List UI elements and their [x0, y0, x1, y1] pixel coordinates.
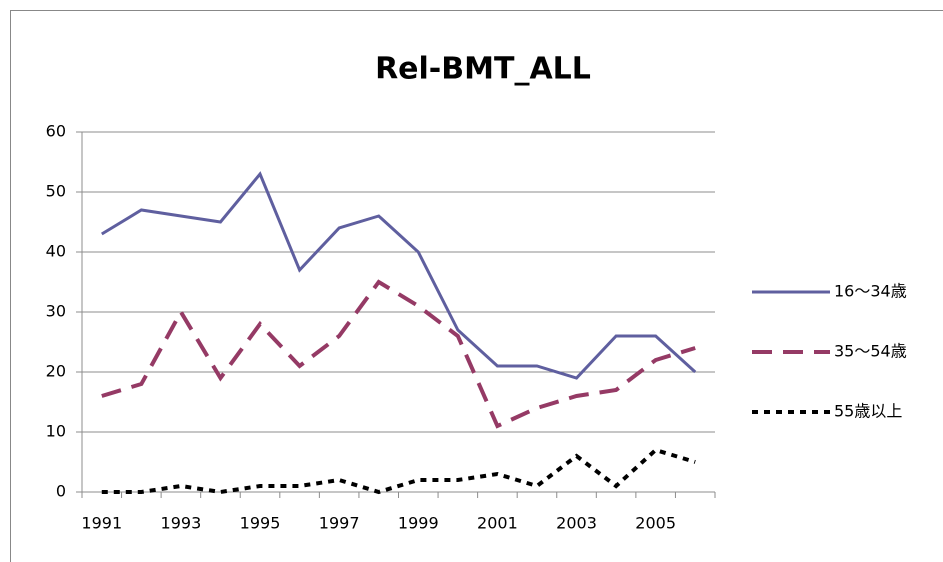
- series-line: [101, 447, 696, 495]
- legend-label: 35〜54歳: [834, 342, 907, 361]
- chart-frame: [10, 10, 943, 562]
- y-tick-label: 60: [46, 122, 66, 141]
- y-tick-label: 20: [46, 362, 66, 381]
- y-tick-label: 30: [46, 302, 66, 321]
- chart-title: Rel-BMT_ALL: [375, 52, 591, 87]
- x-tick-label: 1995: [240, 514, 281, 533]
- x-tick-label: 2005: [635, 514, 676, 533]
- x-tick-label: 1993: [161, 514, 202, 533]
- y-tick-label: 0: [56, 482, 66, 501]
- y-tick-label: 10: [46, 422, 66, 441]
- x-tick-label: 1999: [398, 514, 439, 533]
- legend-label: 55歳以上: [834, 402, 902, 421]
- y-tick-label: 40: [46, 242, 66, 261]
- x-tick-label: 2003: [556, 514, 597, 533]
- legend-label: 16〜34歳: [834, 282, 907, 301]
- series-line: [101, 171, 697, 380]
- x-tick-label: 1991: [81, 514, 122, 533]
- series-line: [101, 279, 696, 429]
- y-tick-label: 50: [46, 182, 66, 201]
- x-tick-label: 1997: [319, 514, 360, 533]
- x-tick-label: 2001: [477, 514, 518, 533]
